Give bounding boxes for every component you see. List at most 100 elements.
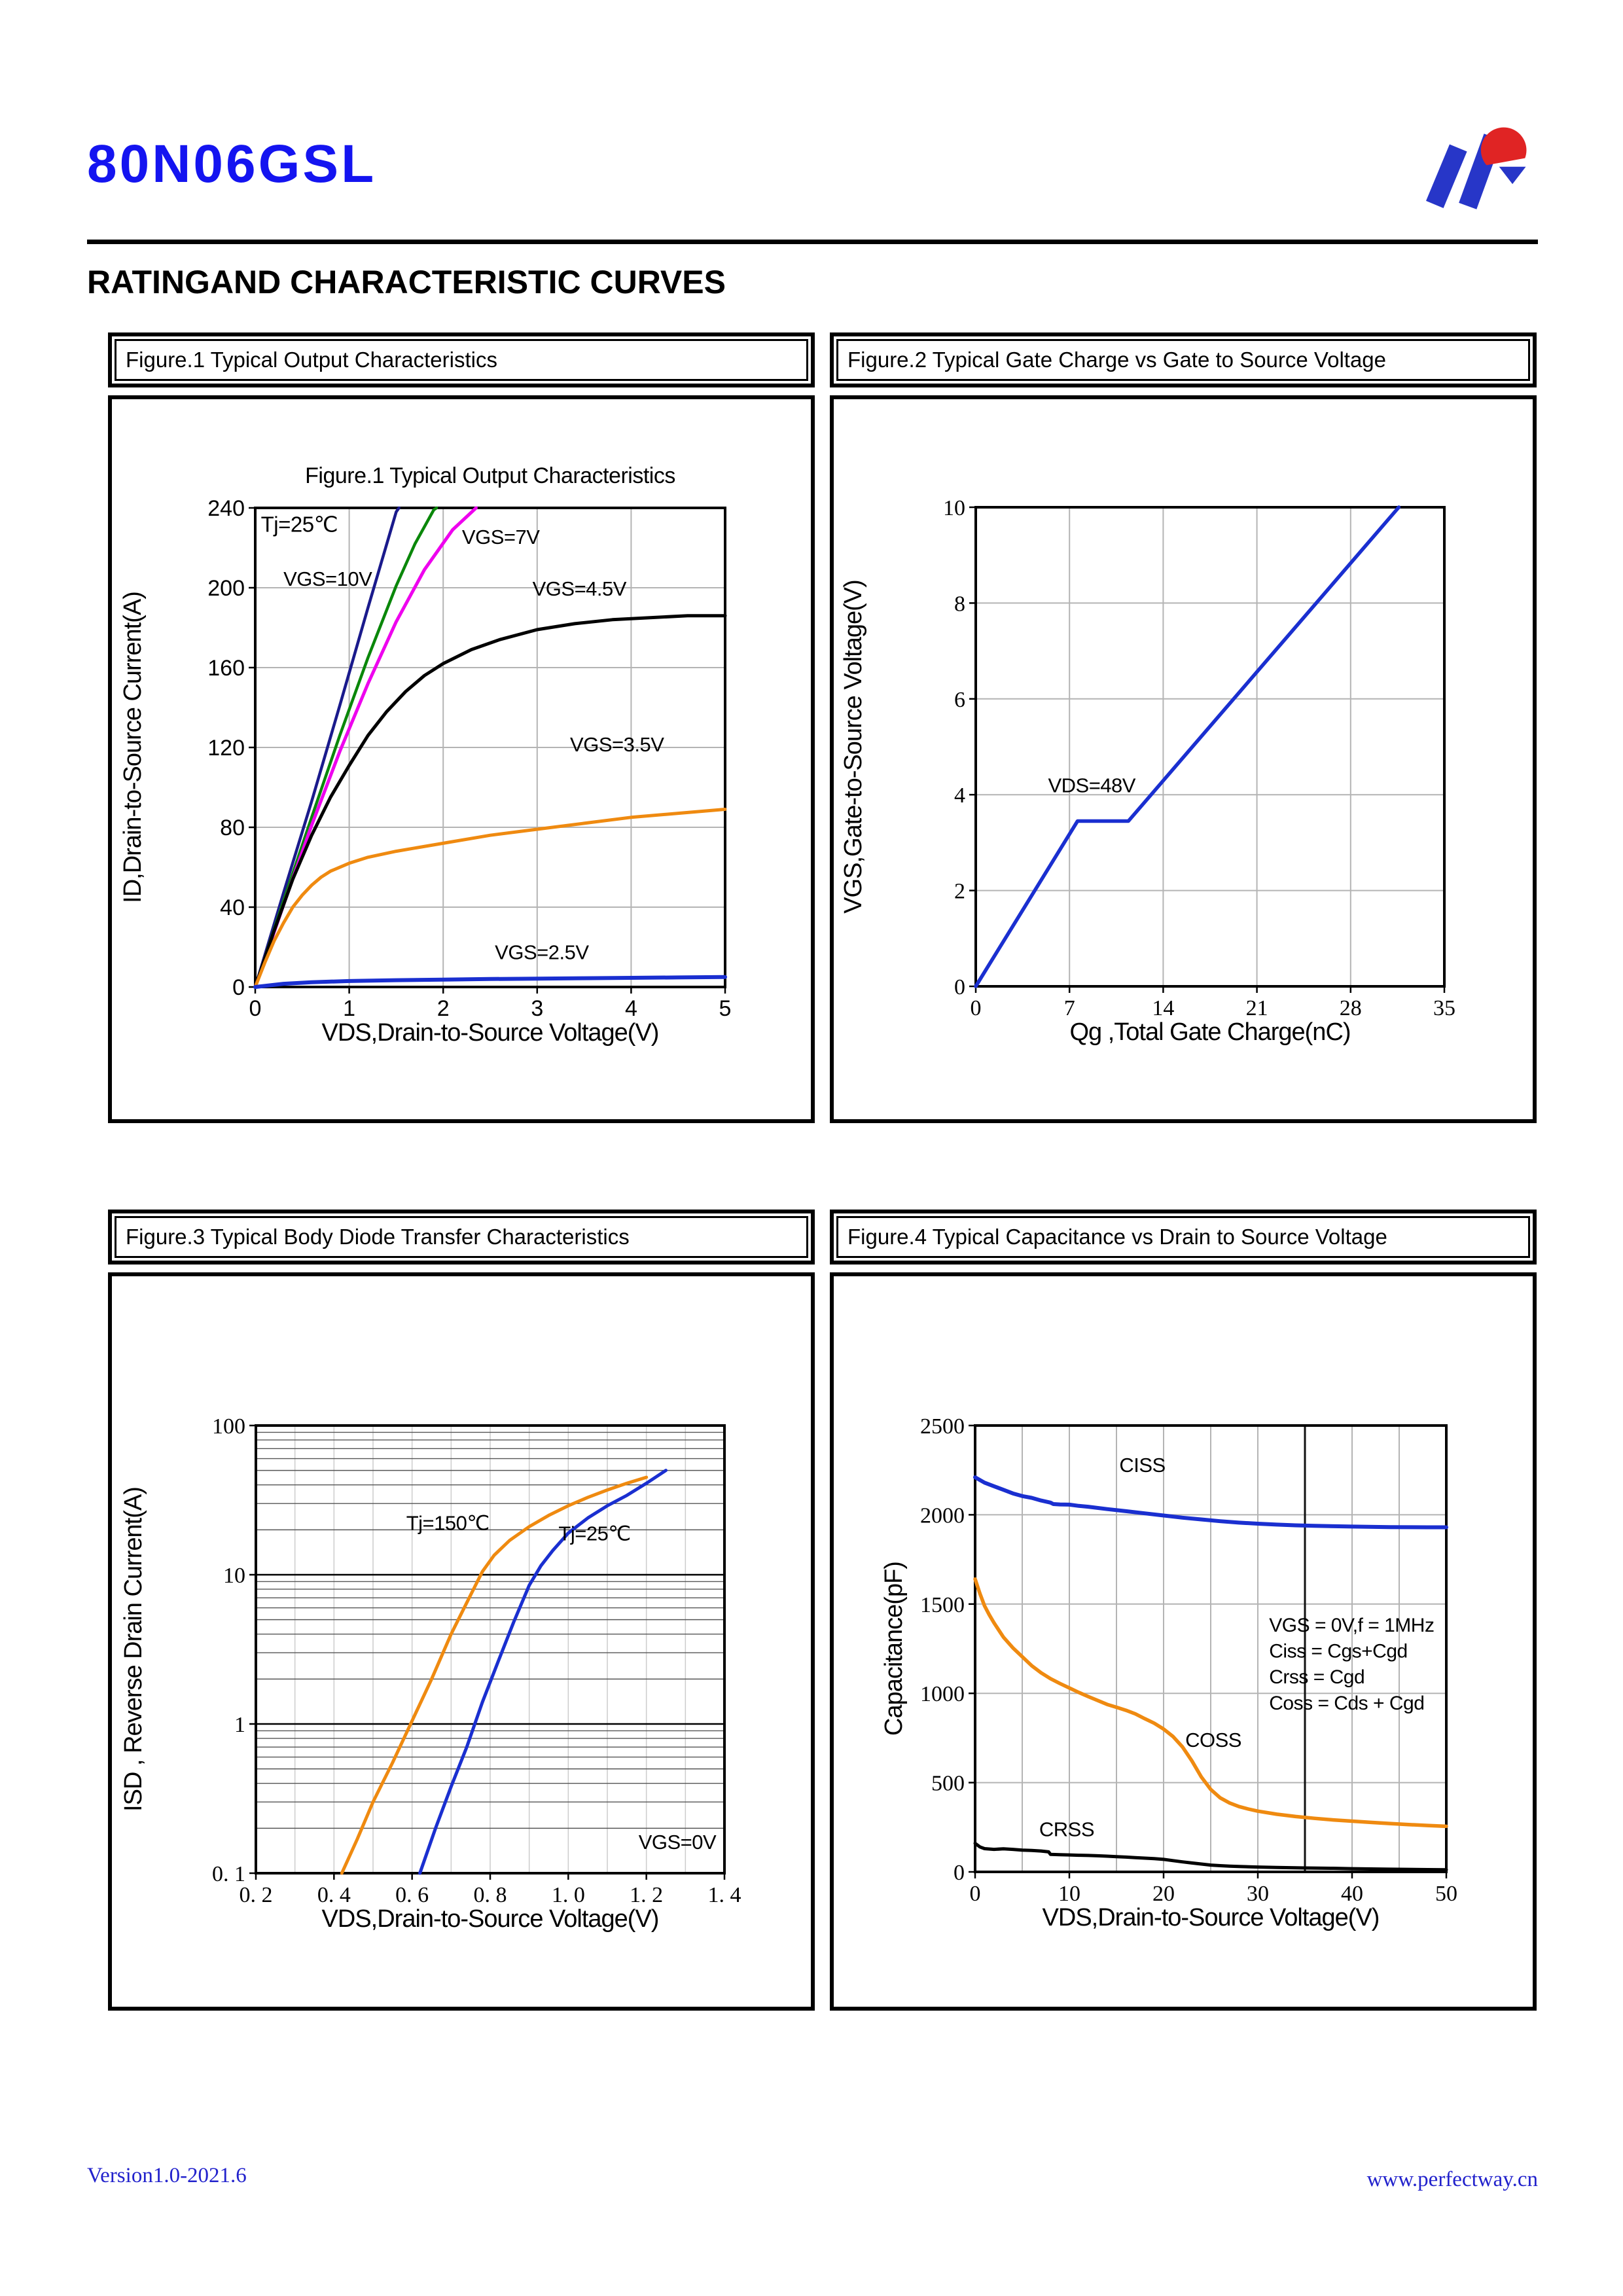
logo-triangle-icon <box>1499 166 1526 185</box>
fig4-annotation-1: COSS <box>1185 1729 1241 1751</box>
figure1-header: Figure.1 Typical Output Characteristics <box>108 332 815 387</box>
fig4-grid <box>975 1426 1446 1872</box>
page-title: 80N06GSL <box>87 134 377 194</box>
fig1-ytick-2: 80 <box>220 816 245 840</box>
fig4-xtick-4: 40 <box>1341 1882 1363 1906</box>
figure4-chart: 0 10 20 30 40 50 0 500 1000 1500 2000 2500 CISS COSS C… <box>830 1272 1537 2011</box>
figure1-chart: 0 1 2 3 4 5 0 40 80 120 160 200 240 Tj=25℃ VGS=10V VGS=… <box>108 395 815 1123</box>
fig3-annotation-0: Tj=150℃ <box>406 1511 490 1534</box>
fig1-series-vgs-4p5v <box>253 614 727 989</box>
fig4-series-crss <box>973 1841 1448 1872</box>
fig1-series-vgs-3p5v <box>253 808 727 989</box>
fig4-xtick-3: 30 <box>1247 1882 1269 1906</box>
fig1-annotation-1: VGS=10V <box>283 567 372 590</box>
figure4-header: Figure.4 Typical Capacitance vs Drain to… <box>830 1210 1537 1265</box>
fig4-xtick-2: 20 <box>1152 1882 1175 1906</box>
fig2-xtick-5: 35 <box>1433 996 1455 1020</box>
fig1-ytick-1: 40 <box>220 895 245 920</box>
fig4-annotation-5: Crss = Cgd <box>1269 1666 1364 1688</box>
fig2-ytick-3: 6 <box>954 688 965 712</box>
brand-logo <box>1426 127 1527 209</box>
fig1-canvas: 0 1 2 3 4 5 0 40 80 120 160 200 240 Tj=25℃ VGS=10V VGS=… <box>119 463 732 1047</box>
fig4-xtick-1: 10 <box>1058 1882 1080 1906</box>
fig4-ytick-3: 1500 <box>920 1593 965 1617</box>
fig1-ytick-0: 0 <box>232 975 245 1000</box>
fig1-series-vgs-2p5v <box>253 975 727 989</box>
fig1-ylabel: ID,Drain-to-Source Current(A) <box>119 592 147 903</box>
fig2-ytick-2: 4 <box>954 783 965 808</box>
fig1-series-vgs-10v <box>253 506 401 989</box>
fig2-axis-frame <box>974 506 1446 988</box>
figure3-chart: 0. 2 0. 4 0. 6 0. 8 1. 0 1. 2 1. 4 0. 1 1 10 100 Tj… <box>108 1272 815 2011</box>
fig2-ylabel: VGS,Gate-to-Source Voltage(V) <box>840 580 867 914</box>
fig1-ytick-3: 120 <box>207 736 245 761</box>
fig1-annotation-4: VGS=3.5V <box>570 733 664 756</box>
figure2-header: Figure.2 Typical Gate Charge vs Gate to … <box>830 332 1537 387</box>
fig4-canvas: 0 10 20 30 40 5005001000150020002500CISSCOSSC… <box>880 1414 1457 1931</box>
fig1-xtick-1: 1 <box>343 996 355 1021</box>
fig4-ytick-5: 2500 <box>920 1414 965 1439</box>
fig4-annotation-0: CISS <box>1119 1454 1165 1477</box>
fig3-grid <box>256 1426 724 1873</box>
fig4-ytick-1: 500 <box>931 1772 965 1796</box>
fig4-ytick-0: 0 <box>954 1861 965 1885</box>
fig1-annotation-3: VGS=4.5V <box>533 577 627 600</box>
fig3-ytick-2: 10 <box>223 1564 245 1588</box>
fig4-ytick-2: 1000 <box>920 1682 965 1706</box>
website-link[interactable]: www.perfectway.cn <box>1366 2168 1538 2191</box>
fig2-xtick-2: 14 <box>1152 996 1174 1020</box>
fig3-xtick-0: 0. 2 <box>240 1883 273 1907</box>
fig4-ylabel: Capacitance(pF) <box>880 1562 908 1736</box>
section-heading: RATINGAND CHARACTERISTIC CURVES <box>87 264 726 300</box>
fig1-ytick-6: 240 <box>207 496 245 521</box>
fig2-xlabel: Qg ,Total Gate Charge(nC) <box>1069 1018 1350 1046</box>
fig4-annotation-3: VGS = 0V,f = 1MHz <box>1269 1615 1434 1636</box>
fig2-ytick-4: 8 <box>954 592 965 616</box>
figure3-header: Figure.3 Typical Body Diode Transfer Cha… <box>108 1210 815 1265</box>
fig2-ytick-0: 0 <box>954 975 965 999</box>
fig1-xtick-0: 0 <box>249 996 262 1021</box>
version-label: Version1.0-2021.6 <box>87 2164 247 2187</box>
figure4-header-label: Figure.4 Typical Capacitance vs Drain to… <box>836 1216 1530 1258</box>
figure1-header-label: Figure.1 Typical Output Characteristics <box>115 339 808 381</box>
fig3-annotation-1: Tj=25℃ <box>558 1522 630 1545</box>
fig3-canvas: 0. 2 0. 4 0. 6 0. 8 1. 0 1. 2 1. 4 0. 1 1 10 100 Tj… <box>120 1414 741 1933</box>
fig1-grid <box>255 508 725 987</box>
fig3-xtick-4: 1. 0 <box>552 1883 585 1907</box>
fig1-ytick-5: 200 <box>207 576 245 601</box>
fig1-xtick-5: 5 <box>719 996 732 1021</box>
fig3-ytick-0: 0. 1 <box>212 1862 245 1886</box>
figure3-header-label: Figure.3 Typical Body Diode Transfer Cha… <box>115 1216 808 1258</box>
fig4-xtick-0: 0 <box>970 1882 981 1906</box>
fig2-grid <box>976 507 1444 986</box>
fig2-ytick-1: 2 <box>954 880 965 904</box>
fig4-xtick-5: 50 <box>1435 1882 1457 1906</box>
fig1-xtick-3: 3 <box>531 996 543 1021</box>
fig4-annotation-6: Coss = Cds + Cgd <box>1269 1693 1424 1714</box>
fig3-xtick-5: 1. 2 <box>630 1883 663 1907</box>
fig2-xtick-0: 0 <box>971 996 982 1020</box>
fig1-annotation-5: VGS=2.5V <box>495 941 589 963</box>
fig2-xtick-3: 21 <box>1246 996 1268 1020</box>
fig4-series-coss <box>973 1577 1448 1829</box>
fig3-xtick-2: 0. 6 <box>395 1883 429 1907</box>
fig2-ytick-5: 10 <box>943 496 965 520</box>
fig3-series-tj-25c <box>418 1469 668 1875</box>
fig3-series-tj-150c <box>340 1475 649 1875</box>
fig4-series-ciss <box>973 1475 1448 1530</box>
fig1-xtick-2: 2 <box>437 996 450 1021</box>
figure2-chart: 0 7 14 21 28 35 0 2 4 6 8 10 VDS=48V Qg ,Total Gate C… <box>830 395 1537 1123</box>
fig3-ylabel: ISD , Reverse Drain Current(A) <box>120 1487 147 1812</box>
fig3-xtick-3: 0. 8 <box>474 1883 507 1907</box>
fig3-xlabel: VDS,Drain-to-Source Voltage(V) <box>322 1905 659 1933</box>
fig4-axis-frame <box>974 1424 1448 1873</box>
logo-left-bar-icon <box>1426 144 1467 208</box>
logo-red-disc-icon <box>1480 127 1527 166</box>
fig1-annotation-0: Tj=25℃ <box>261 512 338 537</box>
figure2-header-label: Figure.2 Typical Gate Charge vs Gate to … <box>836 339 1530 381</box>
fig2-xtick-4: 28 <box>1340 996 1362 1020</box>
fig1-title: Figure.1 Typical Output Characteristics <box>305 463 675 488</box>
fig1-ytick-4: 160 <box>207 656 245 681</box>
fig1-xtick-4: 4 <box>625 996 637 1021</box>
